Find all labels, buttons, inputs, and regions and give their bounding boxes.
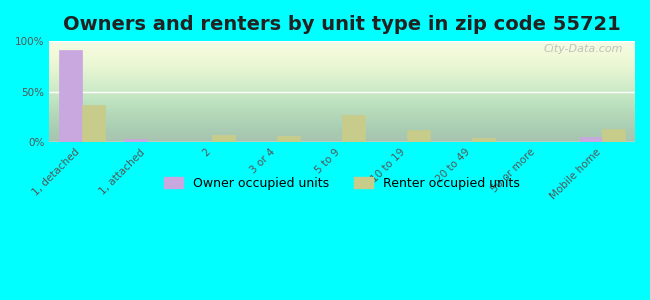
Bar [408, 130, 430, 142]
Bar [603, 129, 625, 142]
Legend: Owner occupied units, Renter occupied units: Owner occupied units, Renter occupied un… [159, 172, 525, 195]
Bar [59, 50, 82, 142]
Bar [212, 135, 235, 142]
Bar [82, 105, 105, 142]
Bar [580, 137, 603, 142]
Title: Owners and renters by unit type in zip code 55721: Owners and renters by unit type in zip c… [63, 15, 621, 34]
Bar [277, 136, 300, 142]
Text: City-Data.com: City-Data.com [544, 44, 623, 54]
Bar [342, 115, 365, 142]
Bar [473, 138, 495, 142]
Bar [124, 139, 147, 142]
